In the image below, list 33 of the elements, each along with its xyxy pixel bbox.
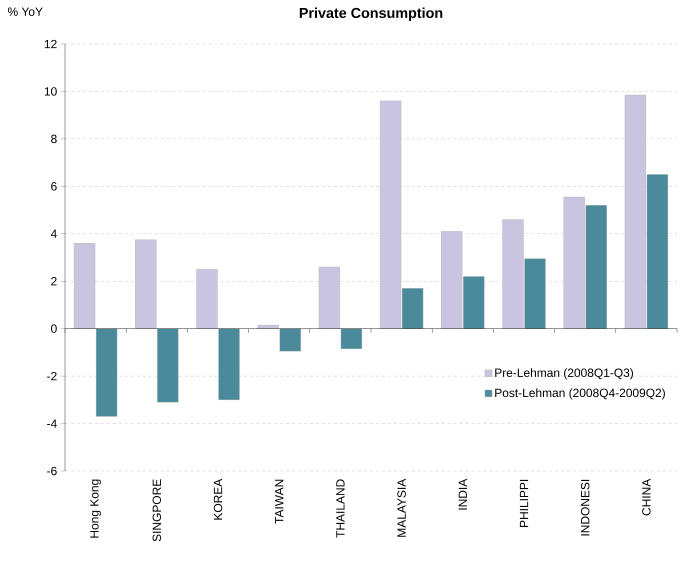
x-tick-label: PHILIPPI: [520, 480, 528, 527]
x-tick-label: MALAYSIA: [397, 478, 406, 537]
y-tick-label: 6: [51, 182, 57, 191]
bar: [135, 240, 156, 329]
y-tick-label: 2: [51, 277, 57, 286]
y-tick-label: 10: [44, 87, 57, 96]
legend-label: Pre-Lehman (2008Q1-Q3): [495, 368, 634, 380]
y-tick-label: -4: [47, 419, 57, 428]
x-tick-label: INDONESI: [580, 480, 590, 536]
chart-title: Private Consumption: [300, 8, 442, 21]
x-tick-label: CHINA: [642, 478, 651, 516]
y-tick-label: 0: [51, 324, 57, 333]
y-tick-label: 8: [51, 134, 57, 144]
bar: [218, 328, 240, 400]
x-tick-label: Hong Kong: [90, 480, 101, 538]
y-tick-label: 4: [50, 230, 57, 238]
x-tick-label: INDIA: [458, 478, 467, 510]
bar: [340, 328, 362, 350]
bar: [157, 328, 178, 402]
x-tick-label: THAILAND: [336, 479, 345, 538]
legend-label: Post-Lehman (2008Q4-2009Q2): [495, 388, 665, 400]
y-tick-label: 12: [44, 40, 57, 48]
x-tick-label: KOREA: [214, 478, 222, 520]
y-tick-label: -6: [47, 466, 57, 476]
x-tick-label: SINGPORE: [152, 479, 162, 542]
x-tick-label: TAIWAN: [275, 480, 284, 524]
y-tick-label: -2: [47, 372, 57, 380]
bar: [318, 266, 340, 329]
bar: [74, 243, 96, 329]
bar: [196, 269, 218, 329]
bar: [96, 328, 118, 417]
bar: [280, 328, 301, 352]
y-axis-title: % YoY: [8, 8, 43, 16]
